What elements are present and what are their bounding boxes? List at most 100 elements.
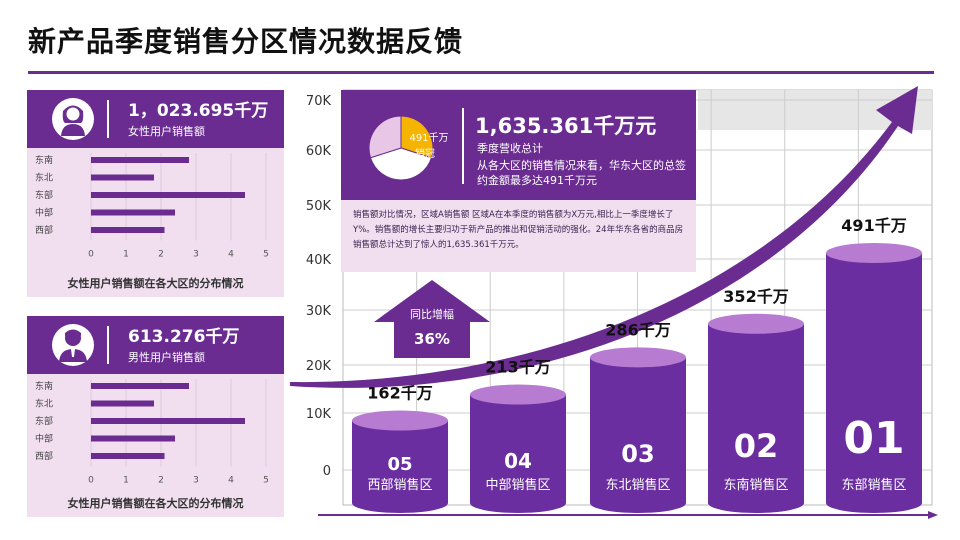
category-label: 中部 <box>35 207 53 219</box>
page-title: 新产品季度销售分区情况数据反馈 <box>28 25 464 58</box>
cylinder-bar <box>352 420 448 513</box>
growth-value: 36% <box>414 330 450 348</box>
female-chart-panel: 0 1 2 3 4 5 东南东北东部中部西部 女性用户销售额在各大区的分布情况 <box>27 148 284 297</box>
bar <box>91 383 189 389</box>
y-tick-label: 30K <box>306 304 332 319</box>
bar <box>91 192 245 198</box>
bar <box>91 157 189 163</box>
category-label: 东北 <box>35 398 53 410</box>
analysis-text-box: 销售额对比情况，区域A销售额 区域A在本季度的销售额为X万元,相比上一季度增长了… <box>341 200 696 272</box>
x-tick-label: 4 <box>228 476 234 486</box>
value-label: 213千万 <box>485 358 550 377</box>
rank-label: 03 <box>621 440 654 468</box>
value-label: 491千万 <box>841 216 906 235</box>
y-tick-label: 60K <box>306 144 332 159</box>
category-label: 东南 <box>35 380 53 392</box>
category-label: 东部 <box>35 189 53 201</box>
value-label: 162千万 <box>367 384 432 403</box>
cylinder-bar <box>826 253 922 513</box>
value-label: 352千万 <box>723 287 788 306</box>
x-axis-arrowhead <box>928 511 938 519</box>
summary-divider <box>462 108 464 184</box>
cylinder-top <box>590 347 686 368</box>
bar <box>91 453 165 459</box>
male-sales-label: 男性用户销售额 <box>128 351 205 364</box>
y-tick-label: 0 <box>323 464 331 479</box>
region-label: 中部销售区 <box>485 477 550 493</box>
x-tick-label: 1 <box>123 476 129 486</box>
male-sales-card: 613.276千万 男性用户销售额 0 1 2 3 4 5 东南东北东部中部西部 女性用户销… <box>27 316 284 517</box>
male-sales-value: 613.276千万 <box>128 327 240 347</box>
pie-slice <box>369 147 433 181</box>
female-sales-value: 1，023.695千万 <box>128 101 269 121</box>
y-tick-label: 40K <box>306 253 332 268</box>
y-tick-label: 10K <box>306 407 332 422</box>
bar <box>91 227 165 233</box>
category-label: 西部 <box>35 224 53 236</box>
female-sales-label: 女性用户销售额 <box>128 125 205 138</box>
y-tick-label: 70K <box>306 94 332 109</box>
total-revenue-value: 1,635.361千万元 <box>475 114 657 138</box>
category-label: 西部 <box>35 450 53 462</box>
male-chart-caption: 女性用户销售额在各大区的分布情况 <box>67 497 244 510</box>
pie-slice <box>400 115 434 159</box>
growth-badge-arrow <box>374 280 490 358</box>
header-divider <box>107 100 109 138</box>
bar <box>91 400 154 407</box>
category-label: 东南 <box>35 154 53 166</box>
x-tick-label: 3 <box>193 476 199 486</box>
x-tick-label: 0 <box>88 250 94 260</box>
growth-trend-arrow <box>290 86 918 388</box>
analysis-paragraph: 销售额对比情况，区域A销售额 区域A在本季度的销售额为X万元,相比上一季度增长了… <box>353 210 684 250</box>
rank-label: 02 <box>734 427 779 465</box>
female-chart-caption: 女性用户销售额在各大区的分布情况 <box>67 277 244 290</box>
growth-label: 同比增幅 <box>410 307 454 321</box>
female-user-icon <box>52 98 94 140</box>
cylinder-bar <box>470 394 566 513</box>
bar <box>91 209 175 216</box>
cylinder-top <box>708 313 804 334</box>
value-label: 286千万 <box>605 320 670 339</box>
region-label: 东南销售区 <box>723 477 788 493</box>
x-tick-label: 3 <box>193 250 199 260</box>
cylinder-bar <box>590 357 686 513</box>
male-card-header: 613.276千万 男性用户销售额 <box>27 316 284 374</box>
category-label: 中部 <box>35 433 53 445</box>
header-divider <box>107 326 109 364</box>
x-tick-label: 5 <box>263 250 269 260</box>
x-tick-label: 4 <box>228 250 234 260</box>
male-chart-panel: 0 1 2 3 4 5 东南东北东部中部西部 女性用户销售额在各大区的分布情况 <box>27 374 284 517</box>
cylinder-top <box>352 410 448 431</box>
rank-label: 01 <box>843 413 904 464</box>
bar <box>91 435 175 442</box>
cylinder-bar <box>708 323 804 513</box>
region-label: 东北销售区 <box>605 477 670 493</box>
cylinder-top <box>826 243 922 263</box>
total-revenue-label: 季度营收总计 <box>477 142 543 155</box>
rank-label: 04 <box>504 449 532 473</box>
category-label: 东部 <box>35 415 53 427</box>
x-tick-label: 0 <box>88 476 94 486</box>
cylinder-top <box>470 384 566 405</box>
y-tick-label: 50K <box>306 199 332 214</box>
bar <box>91 418 245 424</box>
x-tick-label: 1 <box>123 250 129 260</box>
y-tick-label: 20K <box>306 359 332 374</box>
region-label: 东部销售区 <box>841 477 906 493</box>
x-tick-label: 2 <box>158 250 164 260</box>
bar <box>91 174 154 181</box>
title-divider <box>28 71 934 74</box>
pie-label-title: 销冠 <box>415 147 435 160</box>
revenue-summary-box: 491千万销冠 1,635.361千万元 季度营收总计 从各大区的销售情况来看，… <box>341 90 696 200</box>
region-label: 西部销售区 <box>367 477 432 493</box>
pie-label-value: 491千万 <box>409 132 448 144</box>
x-tick-label: 2 <box>158 476 164 486</box>
category-label: 东北 <box>35 172 53 184</box>
female-sales-card: 1，023.695千万 女性用户销售额 0 1 2 3 4 5 东南东北东部中部西部 女性用… <box>27 90 284 297</box>
male-user-icon <box>52 324 94 366</box>
total-revenue-description: 从各大区的销售情况来看，华东大区的总签约金额最多达491千万元 <box>477 159 686 187</box>
x-tick-label: 5 <box>263 476 269 486</box>
